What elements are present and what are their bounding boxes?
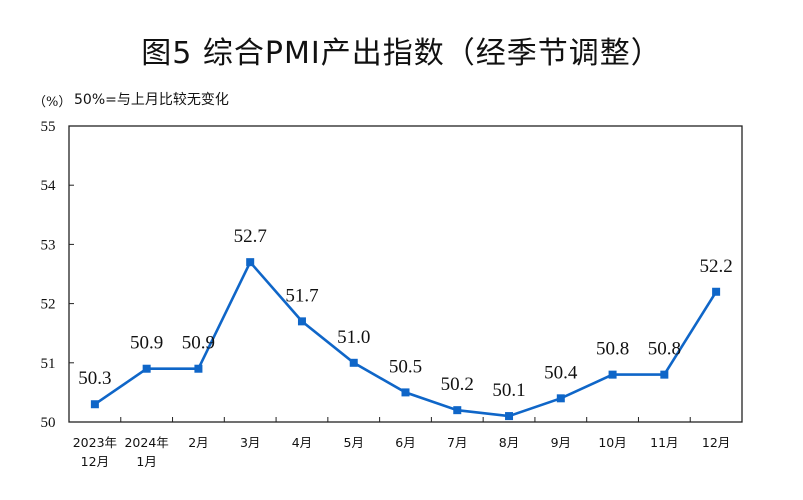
y-axis: 50 51 52 53 54 55 [41, 119, 74, 431]
data-point-marker [90, 400, 99, 409]
data-point-marker [297, 317, 306, 326]
y-tick-label: 52 [41, 297, 56, 313]
data-value-label: 51.7 [285, 285, 318, 306]
chart-title: 图5 综合PMI产出指数（经季节调整） [141, 36, 662, 71]
plot-area [68, 125, 743, 423]
data-value-label: 50.9 [130, 333, 163, 354]
data-value-label: 50.9 [182, 333, 215, 354]
data-value-label: 51.0 [337, 327, 370, 348]
data-point-marker [349, 358, 358, 367]
data-point-marker [556, 394, 565, 403]
data-labels: 50.3 50.9 50.9 52.7 51.7 51.0 50.5 50.2 50.1 50.4… [78, 226, 732, 401]
y-tick-label: 53 [41, 237, 56, 253]
y-tick-label: 55 [41, 119, 56, 135]
x-tick-label: 4月 [292, 435, 312, 450]
x-tick-label: 8月 [499, 435, 519, 450]
data-value-label: 50.3 [78, 368, 111, 389]
data-value-label: 50.8 [596, 339, 629, 360]
data-value-label: 50.1 [492, 380, 525, 401]
x-tick-label: 11月 [650, 435, 678, 450]
x-tick-label: 5月 [344, 435, 364, 450]
x-tick-label: 6月 [395, 435, 415, 450]
data-value-label: 50.5 [389, 356, 422, 377]
data-point-marker [194, 364, 203, 373]
x-tick-label: 10月 [598, 435, 626, 450]
x-tick-label: 2023年 12月 [73, 435, 117, 469]
x-tick-label: 3月 [240, 435, 260, 450]
y-tick-label: 54 [41, 178, 57, 194]
x-tick-label: 12月 [702, 435, 730, 450]
data-value-label: 52.2 [699, 256, 732, 277]
x-tick-label: 2月 [188, 435, 208, 450]
data-point-marker [453, 406, 462, 415]
y-tick-label: 50 [41, 415, 56, 431]
data-point-marker [712, 287, 721, 296]
x-tick-label: 9月 [551, 435, 571, 450]
y-tick-label: 51 [41, 356, 56, 372]
data-series [90, 258, 721, 421]
chart-annotation: 50%=与上月比较无变化 [74, 92, 229, 108]
data-point-marker [608, 370, 617, 379]
x-tick-label: 7月 [447, 435, 467, 450]
data-value-label: 52.7 [234, 226, 267, 247]
data-point-marker [505, 412, 514, 421]
x-tick-label: 2024年 1月 [124, 435, 168, 469]
plot-frame [68, 125, 743, 423]
data-value-label: 50.4 [544, 362, 578, 383]
y-axis-unit-label: （%） [33, 95, 72, 110]
data-point-marker [246, 258, 255, 267]
data-value-label: 50.8 [648, 339, 681, 360]
data-point-marker [142, 364, 151, 373]
data-point-marker [401, 388, 410, 397]
data-point-marker [660, 370, 669, 379]
data-value-label: 50.2 [441, 374, 474, 395]
